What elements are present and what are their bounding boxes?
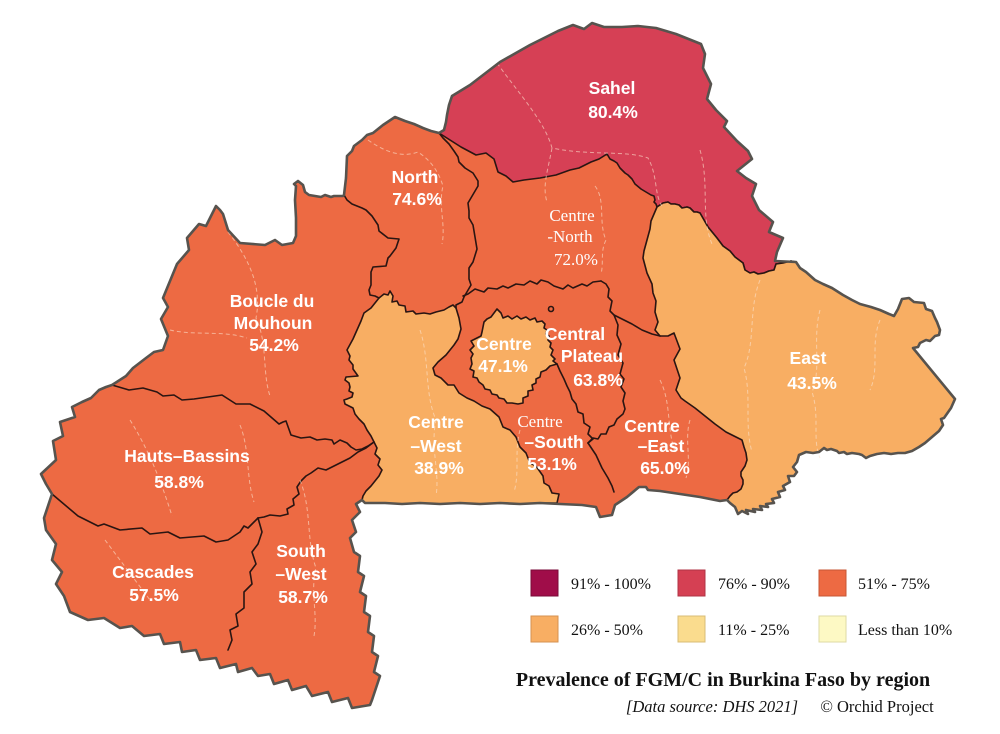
svg-text:–South: –South (524, 432, 583, 452)
svg-text:–West: –West (275, 564, 326, 584)
svg-text:Centre: Centre (624, 416, 680, 436)
svg-text:Prevalence of FGM/C in Burkina: Prevalence of FGM/C in Burkina Faso by r… (516, 669, 930, 691)
svg-text:Centre: Centre (549, 206, 594, 225)
svg-text:© Orchid Project: © Orchid Project (820, 697, 934, 716)
svg-text:Less than 10%: Less than 10% (858, 622, 952, 639)
svg-text:76% - 90%: 76% - 90% (718, 576, 790, 593)
svg-text:Plateau: Plateau (561, 346, 623, 366)
svg-text:58.7%: 58.7% (278, 587, 328, 607)
svg-text:38.9%: 38.9% (414, 458, 464, 478)
svg-text:Mouhoun: Mouhoun (234, 313, 313, 333)
svg-text:Central: Central (545, 324, 605, 344)
svg-text:Centre: Centre (517, 412, 562, 431)
svg-text:Cascades: Cascades (112, 562, 194, 582)
svg-text:65.0%: 65.0% (640, 458, 690, 478)
svg-text:East: East (790, 348, 827, 368)
svg-text:53.1%: 53.1% (527, 454, 577, 474)
svg-text:54.2%: 54.2% (249, 335, 299, 355)
svg-text:–East: –East (638, 436, 685, 456)
svg-text:72.0%: 72.0% (554, 250, 598, 269)
svg-text:91% - 100%: 91% - 100% (571, 576, 651, 593)
svg-text:North: North (392, 167, 439, 187)
svg-text:47.1%: 47.1% (478, 356, 528, 376)
svg-text:26% - 50%: 26% - 50% (571, 622, 643, 639)
svg-text:Hauts–Bassins: Hauts–Bassins (124, 446, 250, 466)
svg-text:Boucle du: Boucle du (230, 291, 315, 311)
svg-text:Sahel: Sahel (589, 78, 636, 98)
svg-text:-North: -North (547, 227, 593, 246)
svg-text:80.4%: 80.4% (588, 102, 638, 122)
svg-text:South: South (276, 541, 326, 561)
svg-text:43.5%: 43.5% (787, 373, 837, 393)
svg-text:Centre: Centre (476, 334, 532, 354)
svg-text:51% - 75%: 51% - 75% (858, 576, 930, 593)
svg-text:[Data source: DHS 2021]: [Data source: DHS 2021] (626, 697, 798, 716)
svg-text:Centre: Centre (408, 412, 464, 432)
svg-text:11% - 25%: 11% - 25% (718, 622, 789, 639)
svg-text:74.6%: 74.6% (392, 189, 442, 209)
svg-text:57.5%: 57.5% (129, 585, 179, 605)
svg-text:58.8%: 58.8% (154, 472, 204, 492)
svg-text:–West: –West (410, 436, 461, 456)
svg-text:63.8%: 63.8% (573, 370, 623, 390)
